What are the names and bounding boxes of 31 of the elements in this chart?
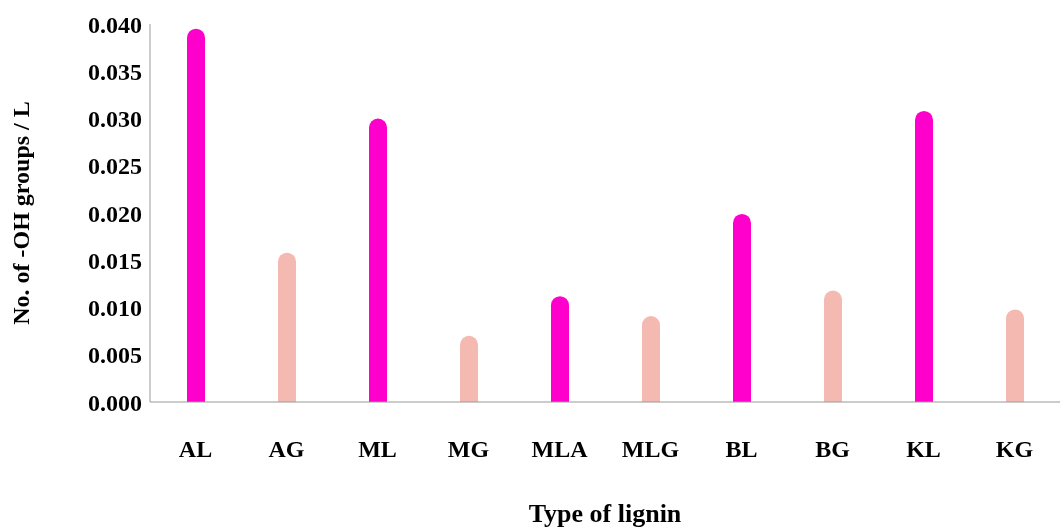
bar: [551, 296, 569, 402]
x-tick-label: AL: [178, 436, 213, 463]
y-tick-label: 0.025: [88, 153, 142, 180]
x-tick-label: AG: [268, 436, 305, 463]
x-tick-label: ML: [358, 436, 397, 463]
y-tick-label: 0.035: [88, 58, 142, 85]
bar: [278, 252, 296, 402]
bar: [1006, 309, 1024, 402]
y-tick-label: 0.040: [88, 11, 142, 38]
bar: [369, 118, 387, 402]
x-tick-label: KG: [995, 436, 1034, 463]
y-tick-label: 0.015: [88, 247, 142, 274]
y-tick-label: 0.005: [88, 342, 142, 369]
y-tick-label: 0.020: [88, 200, 142, 227]
x-tick-label: MG: [447, 436, 490, 463]
bar: [187, 28, 205, 402]
y-tick-label: 0.030: [88, 106, 142, 133]
x-tick-label: KL: [906, 436, 941, 463]
bar: [460, 335, 478, 402]
x-axis-title: Type of lignin: [528, 499, 682, 528]
bar: [733, 213, 751, 402]
x-tick-label: MLG: [621, 436, 680, 463]
y-axis-title: No. of -OH groups / L: [7, 101, 34, 325]
x-tick-label: BL: [725, 436, 758, 463]
y-tick-label: 0.000: [88, 389, 142, 416]
bar: [824, 290, 842, 402]
bar: [915, 110, 933, 402]
x-tick-label: MLA: [531, 436, 589, 463]
bar: [642, 316, 660, 402]
x-tick-label: BG: [815, 436, 851, 463]
y-tick-label: 0.010: [88, 295, 142, 322]
